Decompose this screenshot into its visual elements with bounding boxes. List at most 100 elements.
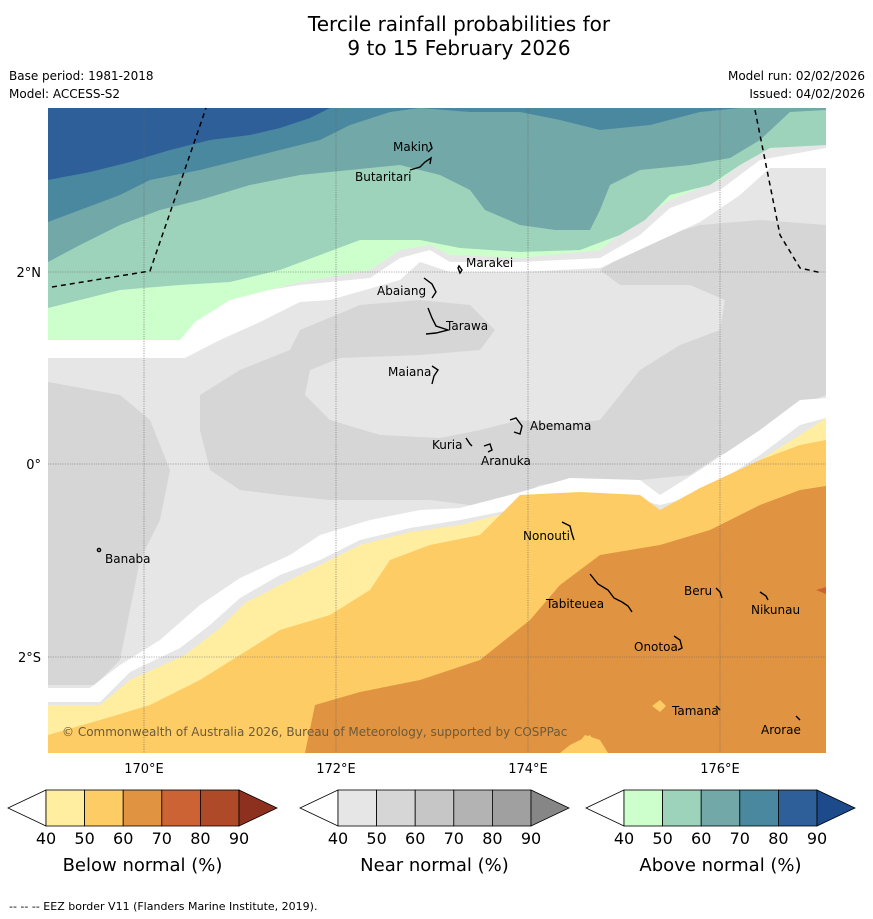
issued-date: Issued: 04/02/2026 (749, 87, 865, 101)
colorbar-tick-label: 70 (444, 829, 464, 848)
label-arorae: Arorae (761, 723, 801, 737)
colorbar-segment (662, 789, 702, 827)
white-gap-band (48, 148, 826, 358)
island-marakei-shape (457, 264, 463, 275)
model-run: Model run: 02/02/2026 (727, 69, 865, 83)
colorbar-tick-label: 40 (36, 829, 56, 848)
eez-legend-note: -- -- -- EEZ border V11 (Flanders Marine… (9, 900, 318, 913)
colorbar-segment (739, 789, 779, 827)
colorbar-title: Near normal (%) (360, 855, 509, 876)
label-kuria: Kuria (432, 438, 463, 452)
label-tarawa: Tarawa (445, 319, 488, 333)
colorbar-segment (199, 789, 240, 827)
below-normal-70-80-edge (816, 587, 826, 594)
colorbar-tick-label: 70 (730, 829, 750, 848)
island-butaritari-shape (409, 156, 432, 171)
colorbar-title: Below normal (%) (63, 855, 223, 876)
island-nonouti-shape (561, 521, 575, 541)
island-nikunau-shape (759, 591, 769, 601)
lat-labels: 2°N 0° 2°S (17, 266, 42, 666)
eez-border (51, 107, 823, 288)
colorbar-segment (453, 789, 493, 827)
island-tabiteuea-shape (589, 573, 633, 613)
colorbar-tick-label: 50 (74, 829, 94, 848)
label-tamana: Tamana (671, 704, 719, 718)
island-abaiang-shape (423, 277, 437, 299)
colorbar-above: 40 50 60 70 80 90 Above normal (%) (585, 789, 856, 876)
eez-line-east (754, 109, 823, 274)
title-line-1: Tercile rainfall probabilities for (307, 12, 611, 36)
island-aranuka-shape (483, 443, 493, 453)
island-maiana-shape (431, 365, 439, 385)
label-nonouti: Nonouti (523, 529, 570, 543)
colorbar-segment (414, 789, 455, 827)
lon-label-170: 170°E (124, 762, 164, 777)
colorbar-segment (122, 789, 163, 827)
eez-line-west (51, 107, 207, 288)
colorbar-tick-label: 90 (521, 829, 541, 848)
map-title: Tercile rainfall probabilities for 9 to … (0, 12, 873, 60)
label-aranuka: Aranuka (481, 454, 531, 468)
below-normal-50-60-tamana (652, 700, 666, 712)
label-butaritari: Butaritari (355, 170, 412, 184)
colorbar-tick-label: 60 (113, 829, 133, 848)
white-gap-band-lower (48, 398, 826, 702)
near-normal-50-60-region-central (200, 220, 826, 505)
colorbar-near: 40 50 60 70 80 90 Near normal (%) (299, 789, 570, 876)
label-abaiang: Abaiang (377, 284, 426, 298)
colorbar-extend-low (585, 789, 625, 827)
above-normal-70-80-region (48, 108, 826, 222)
colorbar-segment (376, 789, 416, 827)
label-banaba: Banaba (105, 552, 151, 566)
island-tamana-shape (715, 705, 721, 711)
title-line-2: 9 to 15 February 2026 (347, 36, 571, 60)
meta-left: Base period: 1981-2018 Model: ACCESS-S2 (9, 67, 154, 103)
colorbar-below: 40 50 60 70 80 90 Below normal (%) (7, 789, 278, 876)
label-beru: Beru (684, 584, 712, 598)
colorbar-segment (45, 789, 85, 827)
colorbar-extend-low (7, 789, 47, 827)
lat-label-0: 0° (26, 458, 41, 473)
island-abemama-shape (509, 417, 523, 435)
island-tarawa-shape (425, 307, 451, 335)
meta-right: Model run: 02/02/2026 Issued: 04/02/2026 (728, 67, 865, 103)
probability-field (48, 108, 826, 753)
graticule (48, 108, 826, 753)
lon-labels: 170°E 172°E 174°E 176°E (124, 762, 740, 777)
island-arorae-shape (795, 715, 801, 721)
colorbar-tick-label: 60 (405, 829, 425, 848)
label-onotoa: Onotoa (634, 640, 678, 654)
colorbar-segment (161, 789, 201, 827)
model-name: Model: ACCESS-S2 (9, 87, 121, 101)
label-maiana: Maiana (388, 365, 431, 379)
lat-label-2n: 2°N (17, 266, 42, 281)
lon-label-172: 172°E (316, 762, 356, 777)
copyright-notice: © Commonwealth of Australia 2026, Bureau… (62, 725, 567, 739)
colorbar-extend-high (238, 789, 278, 827)
colorbar-segment (84, 789, 124, 827)
label-tabiteuea: Tabiteuea (545, 597, 604, 611)
colorbar-tick-label: 60 (691, 829, 711, 848)
colorbar-tick-label: 70 (152, 829, 172, 848)
label-marakei: Marakei (466, 256, 513, 270)
lat-label-2s: 2°S (18, 651, 41, 666)
below-normal-60-70-small (570, 735, 608, 753)
island-beru-shape (715, 587, 723, 599)
label-nikunau: Nikunau (751, 603, 800, 617)
base-period: Base period: 1981-2018 (9, 69, 154, 83)
colorbar-tick-label: 80 (482, 829, 502, 848)
label-makin: Makin (393, 140, 429, 154)
colorbar-tick-label: 50 (366, 829, 386, 848)
colorbar-tick-label: 40 (328, 829, 348, 848)
islands (96, 141, 801, 721)
below-normal-60-70-region (305, 486, 826, 753)
colorbar-tick-label: 90 (229, 829, 249, 848)
colorbar-segment (491, 789, 532, 827)
colorbar-tick-label: 90 (807, 829, 827, 848)
near-normal-50-60-region (48, 382, 170, 685)
colorbar-tick-label: 40 (614, 829, 634, 848)
label-abemama: Abemama (530, 419, 591, 433)
colorbar-extend-high (816, 789, 856, 827)
island-makin-shape (427, 141, 433, 153)
